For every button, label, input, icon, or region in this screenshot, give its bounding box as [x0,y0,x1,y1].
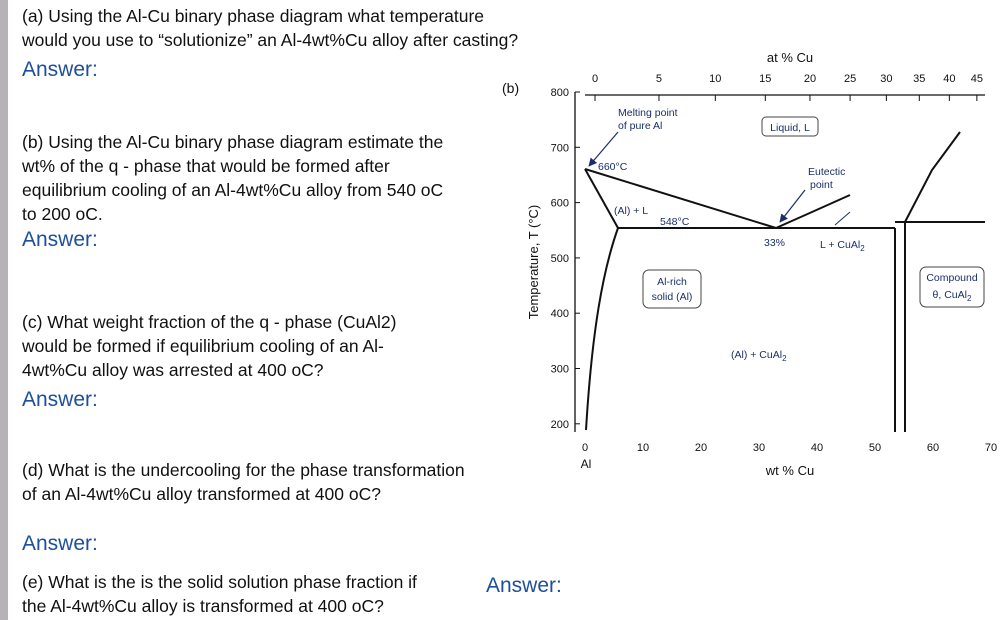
diagram-label: (b) [502,80,519,96]
annotation: 548°C [660,216,690,228]
x-tick-label: 20 [695,442,707,454]
y-tick-label: 300 [551,364,569,376]
question-line: of an Al-4wt%Cu alloy transformed at 400… [22,484,381,504]
annotation: Liquid, L [770,122,810,134]
top-axis-title: at % Cu [767,50,813,65]
question-line: (b) Using the Al-Cu binary phase diagram… [22,132,443,152]
annotation: of pure Al [618,120,662,132]
question-line: (c) What weight fraction of the q - phas… [22,312,396,332]
question-line: to 200 oC. [22,204,103,224]
annotation-main: (Al) + CuAl [731,349,782,361]
y-tick-label: 500 [551,253,569,265]
x-tick-label: 30 [753,442,765,454]
question-line: equilibrium cooling of an Al-4wt%Cu allo… [22,180,443,200]
answer-label: Answer: [22,532,98,555]
annotation-main: θ, CuAl [933,289,967,301]
answer-label: Answer: [22,228,98,251]
annotation: point [810,179,833,191]
annotation: Eutectic [808,166,845,178]
y-axis-title: Temperature, T (°C) [526,205,541,320]
x-tick-label: 50 [869,442,881,454]
y-tick-label: 200 [551,419,569,431]
top-tick-label: 10 [709,73,721,85]
x-tick-label: 0 [582,442,588,454]
annotation-main: L + CuAl [820,239,860,251]
annotation: 660°C [598,161,628,173]
annotation: 33% [764,237,785,249]
top-tick-label: 30 [880,73,892,85]
top-tick-label: 15 [759,73,771,85]
phase-lines [584,131,985,432]
answer-label: Answer: [22,388,98,411]
x-axis-title: wt % Cu [765,463,814,478]
side-strip [0,0,8,620]
y-tick-label: 400 [551,308,569,320]
annotation-sub: 2 [860,244,865,253]
annotation-sub: 2 [967,294,972,303]
annotation: (Al) + CuAl2 [731,349,787,363]
question-line: (a) Using the Al-Cu binary phase diagram… [22,6,484,26]
origin-label: Al [581,457,592,471]
annotation-boxes [642,116,985,309]
top-tick-label: 0 [592,73,598,85]
y-tick-label: 800 [551,87,569,99]
y-tick-label: 600 [551,198,569,210]
top-tick-label: 5 [656,73,662,85]
question-line: (d) What is the undercooling for the pha… [22,460,465,480]
question-line: (e) What is the is the solid solution ph… [22,572,417,592]
question-line: wt% of the q - phase that would be forme… [21,156,390,176]
y-tick-label: 700 [551,142,569,154]
annotation: (Al) + L [614,205,648,217]
question-line: would be formed if equilibrium cooling o… [21,336,384,356]
annotation: Al-rich [657,276,687,288]
question-line: would you use to “solutionize” an Al-4wt… [21,30,518,50]
top-tick-label: 25 [844,73,856,85]
annotation: Melting point [618,107,678,119]
top-tick-label: 45 [971,73,983,85]
annotation: L + CuAl2 [820,239,865,253]
x-tick-label: 10 [637,442,649,454]
top-tick-label: 40 [943,73,955,85]
annotation: solid (Al) [652,291,693,303]
answer-label: Answer: [22,58,98,81]
annotation-sub: 2 [782,354,787,363]
question-line: the Al-4wt%Cu alloy is transformed at 40… [22,596,384,616]
top-tick-label: 35 [913,73,925,85]
x-tick-label: 70 [985,442,997,454]
answer-label: Answer: [486,574,562,597]
annotation: θ, CuAl2 [933,289,972,303]
top-tick-label: 20 [804,73,816,85]
question-line: 4wt%Cu alloy was arrested at 400 oC? [22,360,324,380]
x-tick-label: 60 [927,442,939,454]
annotation: Compound [926,272,978,284]
x-tick-label: 40 [811,442,823,454]
